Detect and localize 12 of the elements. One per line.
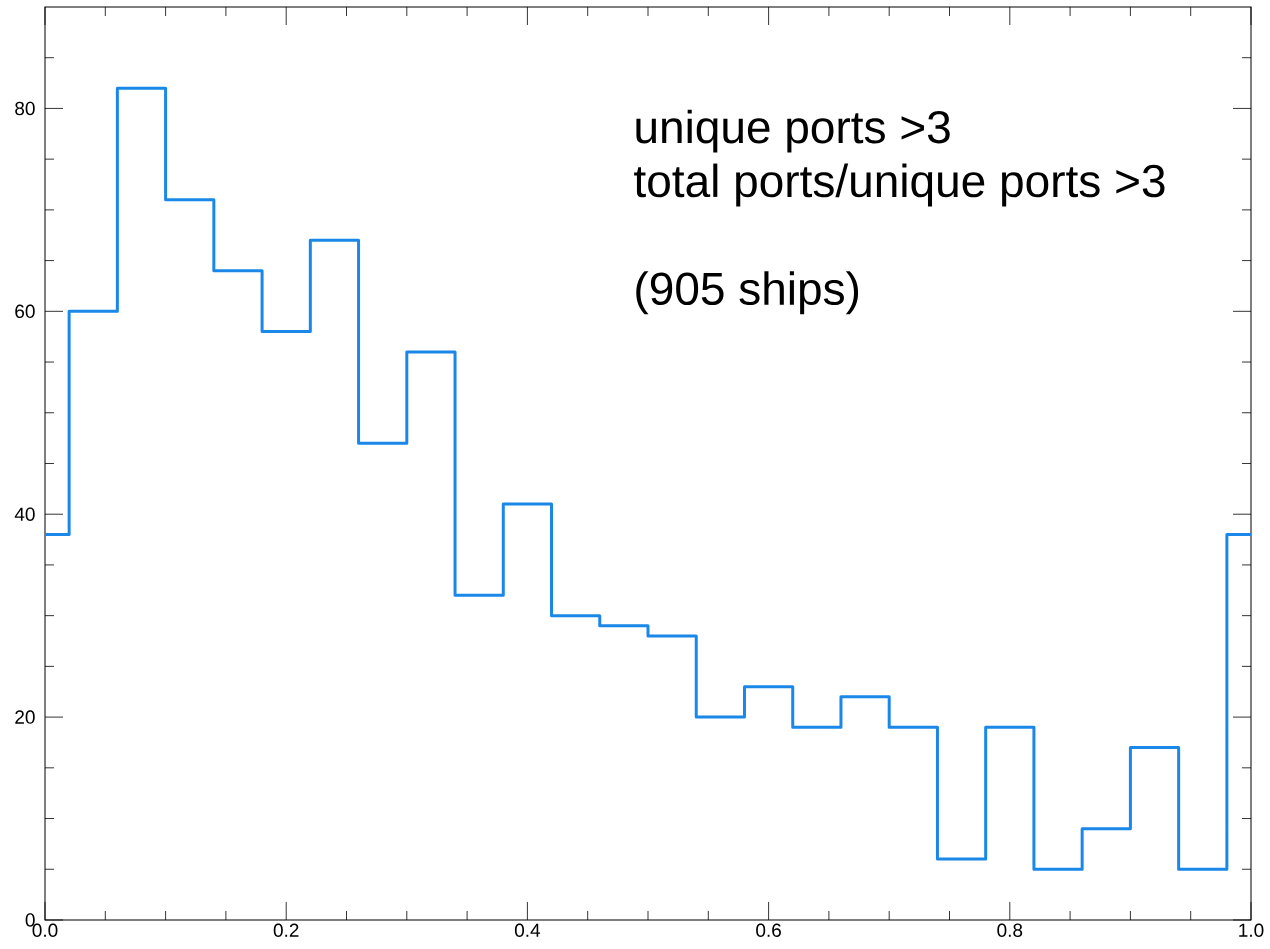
x-tick-label: 0.4 bbox=[514, 923, 541, 937]
x-tick-label: 0.8 bbox=[997, 923, 1023, 937]
x-tick-label: 1.0 bbox=[1239, 923, 1264, 937]
annotation: (905 ships) bbox=[636, 271, 859, 315]
x-tick-label: 0.6 bbox=[756, 923, 781, 937]
annotation: total ports/unique ports >3 bbox=[634, 163, 1165, 207]
y-tick-label: 60 bbox=[15, 304, 35, 319]
annotation: unique ports >3 bbox=[636, 109, 950, 153]
y-tick-label: 20 bbox=[15, 710, 35, 724]
y-tick-label: 80 bbox=[15, 101, 35, 116]
x-tick-label: 0.2 bbox=[273, 923, 299, 937]
y-tick-label: 40 bbox=[14, 507, 35, 521]
